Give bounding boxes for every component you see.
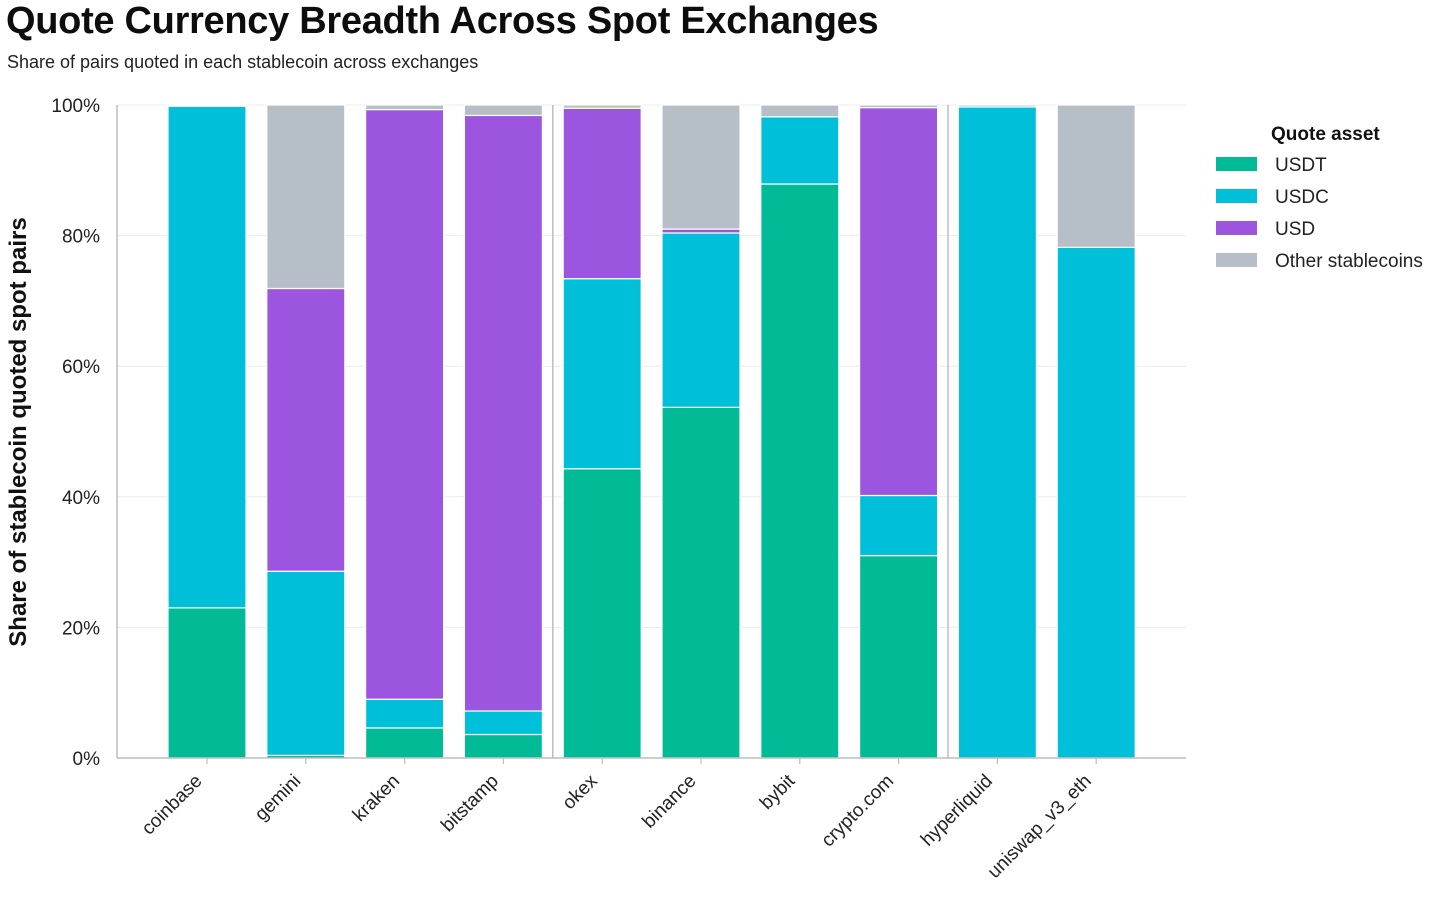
bar-segment [1056, 246, 1136, 759]
x-tick-label: bitstamp [437, 771, 503, 837]
y-tick-label: 100% [51, 96, 100, 117]
x-tick-label: hyperliquid [917, 771, 997, 851]
bar-segment [266, 570, 346, 756]
x-tick-label: coinbase [138, 771, 207, 840]
y-tick-label: 0% [73, 749, 101, 770]
bar-segment [365, 698, 445, 729]
bar-segment [661, 232, 741, 408]
bar-segment [365, 108, 445, 700]
legend-swatch [1216, 253, 1257, 267]
bar-segment [562, 104, 642, 109]
bar-segment [858, 107, 939, 497]
x-tick-label: kraken [349, 771, 404, 826]
x-tick-label: bybit [756, 770, 800, 814]
bar-segment [463, 114, 543, 712]
x-tick-labels: coinbase gemini kraken bitstamp okex binance b… [138, 770, 1096, 882]
x-tick-label: crypto.com [818, 771, 899, 852]
legend-label: Other stablecoins [1275, 251, 1423, 272]
legend-swatch [1216, 157, 1257, 171]
y-tick-label: 60% [62, 357, 100, 378]
bar-segment [562, 107, 642, 280]
bar-segment [266, 287, 346, 572]
axes [116, 105, 1186, 764]
legend-label: USD [1275, 219, 1315, 240]
bar-segment [760, 104, 840, 118]
bar-segment [858, 494, 939, 557]
y-axis-label: Share of stablecoin quoted spot pairs [5, 217, 32, 646]
legend-swatch [1216, 189, 1257, 203]
bar-segment [957, 106, 1038, 759]
bar-segment [266, 104, 346, 290]
bar-segment [463, 733, 543, 759]
x-tick-label: gemini [251, 771, 305, 825]
bar-segment [661, 406, 741, 759]
bar-segment [167, 607, 247, 759]
bar-segment [365, 727, 445, 759]
x-tick-label: binance [639, 771, 701, 833]
bar-segment [760, 116, 840, 185]
legend: Quote asset USDT USDC USD Other stablecoins [1216, 124, 1423, 272]
bar-segment [1056, 104, 1136, 248]
bar-segment [760, 183, 840, 759]
legend-swatch [1216, 221, 1257, 235]
bar-segment [858, 554, 939, 759]
bars [167, 104, 1136, 759]
bar-segment [661, 104, 741, 230]
bar-segment [463, 710, 543, 736]
bar-segment [858, 104, 939, 109]
chart-title: Quote Currency Breadth Across Spot Excha… [6, 0, 879, 42]
bar-segment [167, 104, 247, 107]
bar-segment [167, 105, 247, 609]
group-dividers [552, 105, 949, 758]
legend-title: Quote asset [1271, 124, 1380, 145]
x-tick-label: okex [559, 770, 603, 814]
bar-segment [463, 104, 543, 117]
y-tick-labels: 0% 20% 40% 60% 80% 100% [51, 96, 100, 770]
legend-label: USDT [1275, 155, 1327, 176]
y-tick-label: 40% [62, 488, 100, 509]
bar-segment [957, 104, 1038, 108]
bar-segment [365, 104, 445, 111]
chart-subtitle: Share of pairs quoted in each stablecoin… [7, 52, 479, 72]
x-tick-label: uniswap_v3_eth [984, 771, 1096, 883]
bar-segment [562, 278, 642, 470]
y-tick-label: 80% [62, 227, 100, 248]
y-tick-label: 20% [62, 618, 100, 639]
bar-segment [562, 468, 642, 759]
legend-label: USDC [1275, 187, 1329, 208]
